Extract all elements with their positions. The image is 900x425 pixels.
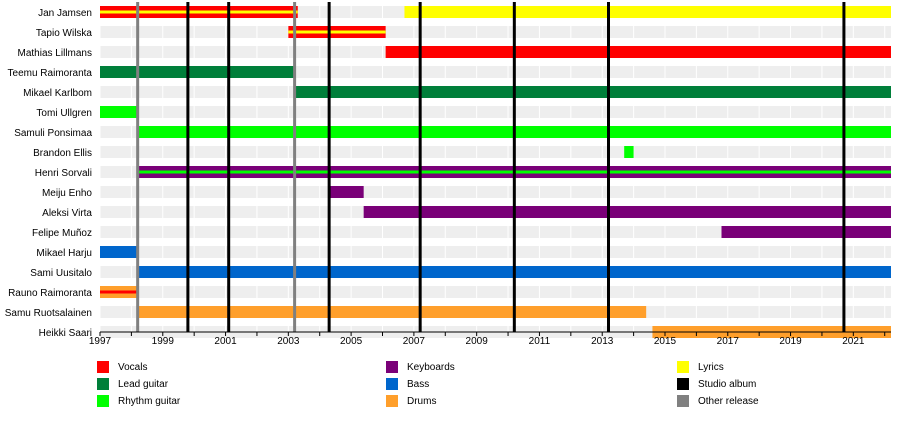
x-axis-tick-label: 1999 bbox=[152, 336, 175, 347]
member-bar-lyrics bbox=[404, 6, 891, 18]
member-name-label: Rauno Raimoranta bbox=[8, 288, 92, 299]
member-bar-keyboards bbox=[721, 226, 891, 238]
member-name-label: Tomi Ullgren bbox=[36, 108, 92, 119]
x-axis-tick-label: 2001 bbox=[214, 336, 237, 347]
member-name-label: Felipe Muñoz bbox=[32, 228, 92, 239]
row-background bbox=[100, 66, 891, 78]
member-bars bbox=[100, 6, 892, 338]
member-bar-keyboards bbox=[363, 206, 892, 218]
member-name-label: Jan Jamsen bbox=[38, 8, 92, 19]
release-lines bbox=[136, 2, 846, 332]
member-name-label: Heikki Saari bbox=[39, 328, 92, 339]
member-name-label: Meiju Enho bbox=[42, 188, 92, 199]
member-name-label: Samuli Ponsimaa bbox=[14, 128, 92, 139]
member-bar-overlay-lyrics bbox=[288, 30, 386, 34]
member-name-label: Henri Sorvali bbox=[35, 168, 92, 179]
row-background bbox=[100, 246, 891, 258]
member-names: Jan Jamsen Tapio Wilska Mathias Lillmans Te… bbox=[5, 8, 93, 339]
row-background bbox=[100, 226, 891, 238]
member-name-label: Aleksi Virta bbox=[42, 208, 92, 219]
x-axis-tick-label: 2009 bbox=[466, 336, 489, 347]
member-bar-vocals bbox=[385, 46, 891, 58]
member-bar-rhythm-guitar bbox=[100, 106, 138, 118]
x-axis-tick-label: 2003 bbox=[277, 336, 300, 347]
member-bar-drums bbox=[137, 306, 647, 318]
member-bar-lead-guitar bbox=[294, 86, 892, 98]
member-name-label: Teemu Raimoranta bbox=[8, 68, 93, 79]
x-axis-tick-label: 1997 bbox=[89, 336, 112, 347]
member-name-label: Mathias Lillmans bbox=[18, 48, 92, 59]
member-bar-overlay-vocals bbox=[100, 290, 138, 294]
row-background bbox=[100, 186, 891, 198]
row-background bbox=[100, 26, 891, 38]
x-axis-tick-label: 2021 bbox=[842, 336, 865, 347]
x-axis: 1997 1999 2001 2003 2005 2007 2009 2011 2013 2015… bbox=[89, 331, 891, 347]
row-background bbox=[100, 146, 891, 158]
member-name-label: Samu Ruotsalainen bbox=[5, 308, 92, 319]
member-name-label: Tapio Wilska bbox=[36, 28, 93, 39]
member-bar-bass bbox=[100, 246, 138, 258]
x-axis-tick-label: 2013 bbox=[591, 336, 614, 347]
member-name-label: Mikael Harju bbox=[36, 248, 92, 259]
member-bar-overlay-lyrics bbox=[100, 10, 298, 14]
x-axis-tick-label: 2007 bbox=[403, 336, 426, 347]
x-axis-tick-label: 2015 bbox=[654, 336, 677, 347]
member-name-label: Brandon Ellis bbox=[33, 148, 92, 159]
row-background bbox=[100, 106, 891, 118]
x-axis-tick-label: 2017 bbox=[717, 336, 740, 347]
member-name-label: Sami Uusitalo bbox=[30, 268, 92, 279]
x-axis-tick-label: 2005 bbox=[340, 336, 363, 347]
row-background bbox=[100, 286, 891, 298]
x-axis-tick-label: 2011 bbox=[529, 336, 551, 347]
member-bar-keyboards bbox=[329, 186, 364, 198]
member-name-label: Mikael Karlbom bbox=[23, 88, 92, 99]
member-bar-lead-guitar bbox=[100, 66, 295, 78]
x-axis-tick-label: 2019 bbox=[779, 336, 802, 347]
member-bar-rhythm-guitar bbox=[624, 146, 634, 158]
